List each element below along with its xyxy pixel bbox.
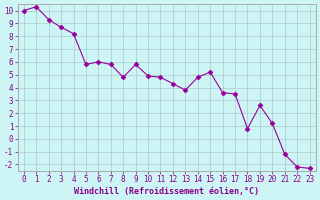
X-axis label: Windchill (Refroidissement éolien,°C): Windchill (Refroidissement éolien,°C) — [74, 187, 259, 196]
